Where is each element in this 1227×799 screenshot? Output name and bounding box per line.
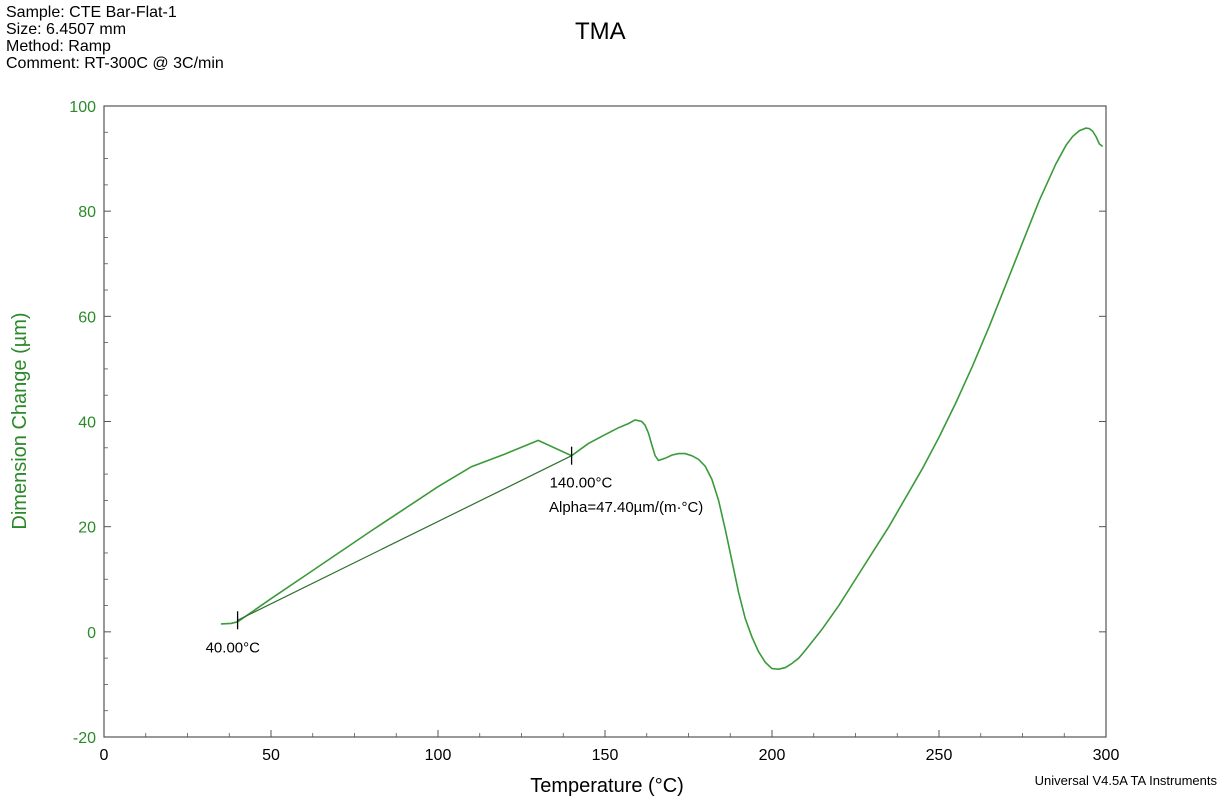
y-axis: -20 0 20 40 60 80 100: [69, 99, 1106, 747]
comment-line: Comment: RT-300C @ 3C/min: [6, 55, 224, 72]
analysis-markers: 40.00°C 140.00°C: [206, 446, 613, 656]
x-tick-label: 100: [425, 747, 452, 764]
sample-line: Sample: CTE Bar-Flat-1: [6, 4, 177, 21]
y-axis-title: Dimension Change (µm): [9, 312, 31, 529]
x-tick-label: 300: [1093, 747, 1120, 764]
y-tick-label: 80: [78, 204, 96, 221]
x-axis: 0 50 100 150 200 250 300: [100, 730, 1120, 764]
alpha-annotation: Alpha=47.40µm/(m·°C): [549, 499, 703, 516]
marker-label: 40.00°C: [206, 639, 261, 656]
y-tick-label: 100: [69, 99, 96, 116]
method-line: Method: Ramp: [6, 38, 111, 55]
y-tick-label: 20: [78, 520, 96, 537]
x-tick-label: 200: [759, 747, 786, 764]
y-tick-label: 60: [78, 309, 96, 326]
x-tick-label: 0: [100, 747, 109, 764]
x-tick-label: 50: [262, 747, 280, 764]
y-tick-label: 40: [78, 415, 96, 432]
dimension-change-line: [220, 127, 1104, 670]
marker-label: 140.00°C: [550, 475, 613, 492]
alpha-fit-line: [237, 455, 572, 621]
x-tick-label: 150: [592, 747, 619, 764]
x-axis-title: Temperature (°C): [530, 775, 684, 797]
chart-title: TMA: [575, 18, 626, 45]
y-tick-label: -20: [73, 730, 96, 747]
size-line: Size: 6.4507 mm: [6, 21, 127, 38]
sample-info: Sample: CTE Bar-Flat-1 Size: 6.4507 mm M…: [6, 4, 224, 72]
x-tick-label: 250: [926, 747, 953, 764]
software-version: Universal V4.5A TA Instruments: [1034, 773, 1217, 788]
y-tick-label: 0: [87, 625, 96, 642]
